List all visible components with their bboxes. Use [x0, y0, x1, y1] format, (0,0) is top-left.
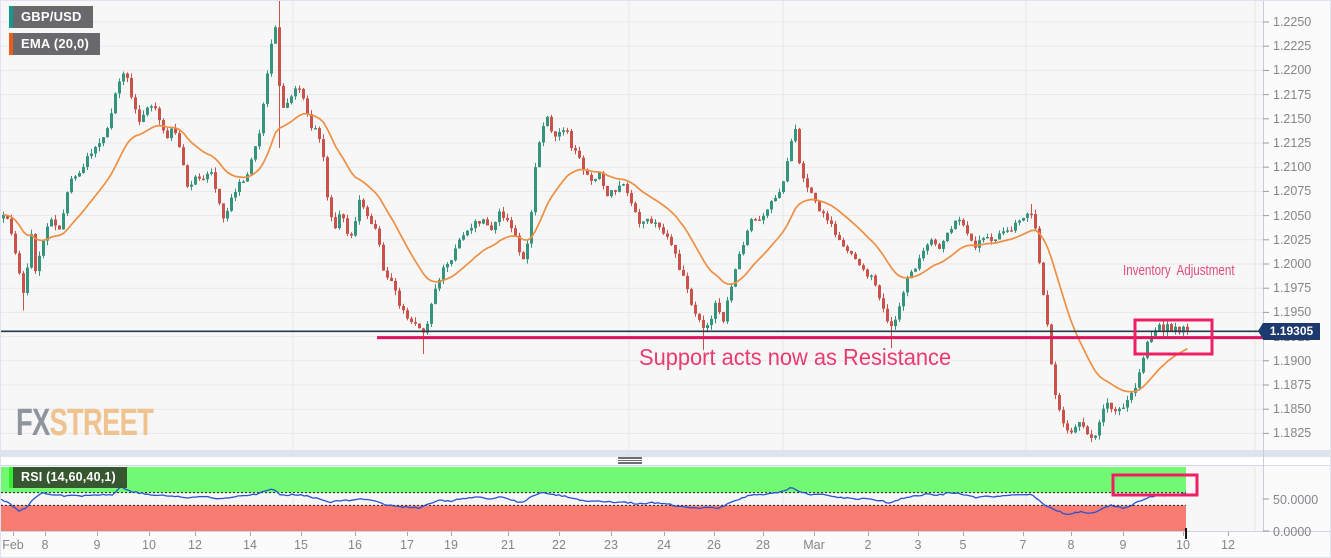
current-price-badge: 1.19305	[1258, 323, 1320, 340]
time-tick-label: 9	[93, 538, 101, 552]
time-tick-label: 10	[142, 538, 156, 552]
ema-line	[3, 112, 1188, 393]
time-tick-label: 10	[1176, 538, 1190, 552]
time-tick-label: 21	[501, 538, 515, 552]
rsi-zones	[1, 467, 1186, 531]
price-tick-label: 1.2225	[1273, 39, 1312, 54]
current-time-marker	[1185, 528, 1187, 539]
time-tick-label: 19	[444, 538, 458, 552]
price-tick-label: 1.2175	[1273, 87, 1312, 102]
price-tick-label: 1.2000	[1273, 257, 1312, 271]
symbol-label: GBP/USD	[21, 9, 82, 24]
time-tick-label: 17	[400, 538, 414, 552]
price-tick-label: 1.2250	[1273, 15, 1312, 29]
price-tick-label: 1.1875	[1273, 378, 1312, 392]
time-tick-label: 9	[1119, 538, 1127, 552]
price-highlight-box	[1133, 318, 1214, 356]
time-tick-label: 22	[552, 538, 566, 552]
price-tick-label: 1.2150	[1273, 111, 1312, 126]
time-tick-label: 5	[959, 538, 967, 552]
rsi-tick-label: 50.0000	[1273, 493, 1319, 507]
time-tick-label: 8	[41, 538, 49, 552]
time-tick-label: 24	[657, 538, 671, 552]
plot-background	[1, 1, 1263, 532]
rsi-legend-badge[interactable]: RSI (14,60,40,1)	[9, 467, 127, 488]
symbol-legend-badge[interactable]: GBP/USD	[9, 6, 93, 28]
time-tick-label: 7	[1019, 538, 1027, 552]
time-tick-label: 12	[188, 538, 202, 552]
time-tick-label: 2	[864, 538, 872, 552]
price-tick-label: 1.1950	[1273, 305, 1312, 320]
support-resistance-annotation: Support acts now as Resistance	[639, 344, 952, 370]
symbol-accent-bar	[9, 6, 13, 28]
candlestick-series	[2, 1, 1189, 443]
price-tick-label: 1.2075	[1273, 184, 1312, 199]
time-tick-label: 12	[1221, 538, 1235, 552]
watermark-street: STREET	[49, 402, 154, 444]
price-tick-label: 1.2050	[1273, 208, 1312, 223]
price-tick-label: 1.1900	[1273, 353, 1312, 368]
rsi-label: RSI (14,60,40,1)	[21, 470, 116, 484]
ema-label: EMA (20,0)	[21, 36, 89, 51]
time-tick-label: 3	[914, 538, 922, 552]
pane-resize-handle[interactable]	[618, 457, 642, 465]
price-tick-label: 1.2200	[1273, 63, 1312, 78]
price-tick-label: 1.1825	[1273, 426, 1312, 441]
price-tick-label: 1.1850	[1273, 402, 1312, 417]
price-tick-label: 1.2125	[1273, 136, 1312, 150]
time-tick-label: 14	[243, 538, 257, 552]
time-tick-label: Mar	[803, 538, 825, 552]
price-tick-label: 1.2025	[1273, 232, 1312, 247]
price-tick-label: 1.1975	[1273, 281, 1312, 296]
time-tick-label: 15	[294, 538, 308, 552]
time-tick-label: Feb	[2, 538, 24, 552]
time-tick-label: 28	[756, 538, 770, 552]
fxstreet-watermark: FXSTREET	[16, 402, 154, 444]
time-tick-label: 8	[1067, 538, 1075, 552]
rsi-highlight-box	[1111, 473, 1199, 497]
time-tick-label: 23	[604, 538, 618, 552]
rsi-accent-bar	[9, 467, 13, 488]
time-tick-label: 26	[707, 538, 721, 552]
inventory-adjustment-annotation: Inventory Adjustment	[1123, 263, 1235, 279]
price-tick-label: 1.2100	[1273, 160, 1312, 175]
rsi-tick-label: 0.0000	[1273, 525, 1312, 539]
pane-divider	[1, 450, 1330, 457]
ema-legend-badge[interactable]: EMA (20,0)	[9, 33, 100, 55]
rsi-line	[1, 485, 1187, 515]
ema-accent-bar	[9, 33, 13, 55]
time-tick-label: 16	[348, 538, 362, 552]
watermark-fx: FX	[16, 402, 50, 444]
